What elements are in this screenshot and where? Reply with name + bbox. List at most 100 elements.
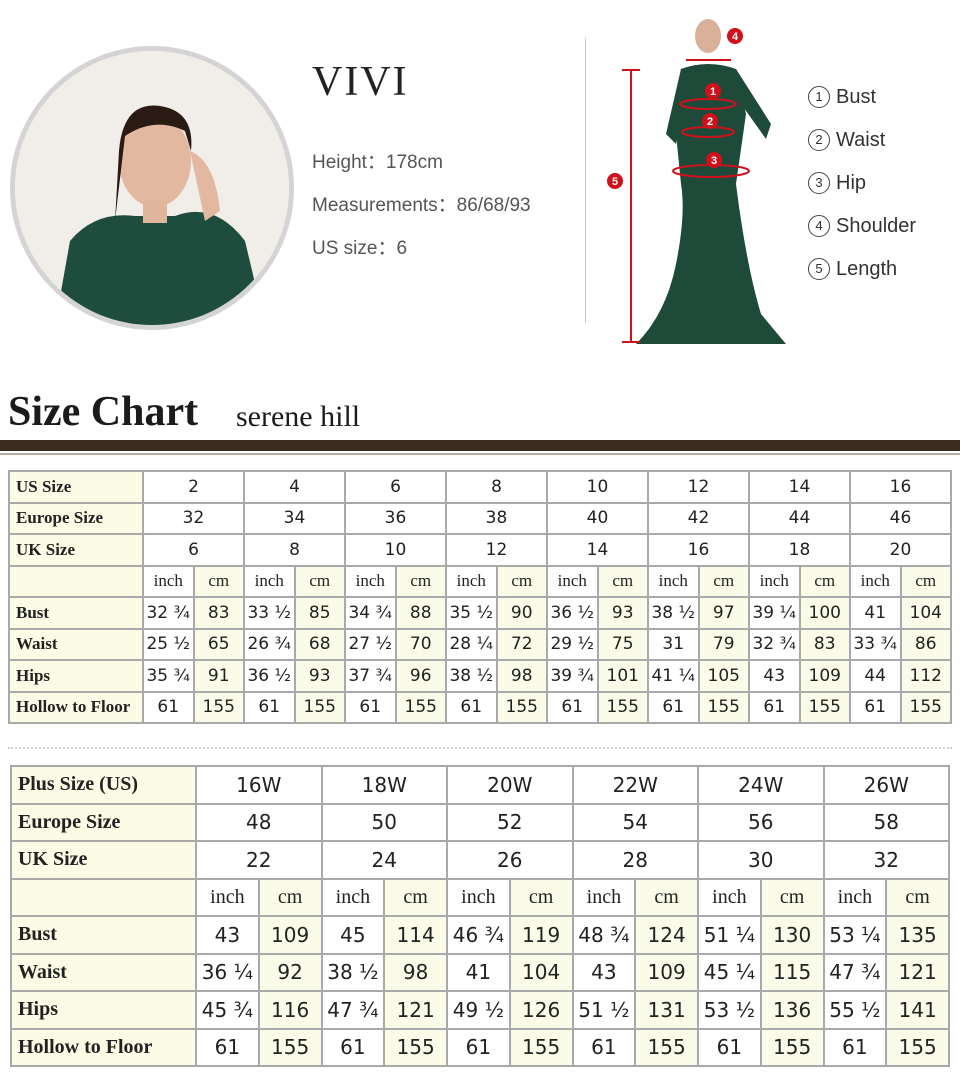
inch-value: 61 (546, 690, 599, 724)
cm-value: 68 (293, 627, 346, 661)
model-name: VIVI (312, 59, 409, 105)
cm-value: 112 (899, 659, 952, 693)
inch-value: 47 ¾ (320, 990, 386, 1030)
cm-value: 79 (697, 627, 750, 661)
size-cell: 32 (142, 501, 245, 535)
row-label: Hips (10, 990, 197, 1030)
cm-value: 131 (634, 990, 699, 1030)
cm-value: 155 (508, 1027, 574, 1067)
table-row: Waist 25 ½ 65 26 ¾ 68 27 ½ 70 28 ¼ 72 29 ½ 75 31 79 3… (8, 627, 952, 661)
legend-label: Shoulder (836, 215, 917, 237)
unit-inch: inch (849, 564, 902, 598)
inch-value: 32 ¾ (748, 627, 801, 661)
marker-1: 1 (710, 86, 716, 98)
size-cell: 42 (647, 501, 750, 535)
legend-shoulder: 4 Shoulder (808, 215, 916, 238)
table-row: Hollow to Floor 61 155 61 155 61 155 61 155 61 155… (8, 690, 952, 724)
row-label: Hollow to Floor (10, 1027, 197, 1067)
inch-value: 36 ½ (546, 596, 599, 630)
size-header-row: UK Size 22 24 26 28 30 32 (10, 840, 950, 880)
cm-value: 130 (759, 915, 825, 955)
cm-value: 101 (596, 659, 649, 693)
size-cell: 18 (748, 533, 851, 567)
row-label: Hips (8, 659, 144, 693)
unit-inch: inch (445, 564, 498, 598)
size-cell: 6 (344, 470, 447, 504)
unit-inch: inch (446, 877, 511, 917)
legend-bust: 1 Bust (808, 86, 876, 109)
inch-value: 51 ½ (571, 990, 637, 1030)
inch-value: 61 (446, 1027, 511, 1067)
inch-value: 41 ¼ (647, 659, 700, 693)
legend-hip: 3 Hip (808, 172, 866, 195)
legend-label: Bust (836, 86, 877, 108)
cm-value: 104 (508, 952, 574, 992)
inch-value: 37 ¾ (344, 659, 397, 693)
legend-number: 3 (808, 172, 830, 194)
table-row: Bust 32 ¾ 83 33 ½ 85 34 ¾ 88 35 ½ 90 36 ½ 93 38 ½ 97… (8, 596, 952, 630)
inch-value: 46 ¾ (446, 915, 511, 955)
inch-value: 61 (822, 1027, 888, 1067)
cm-value: 155 (495, 690, 548, 724)
cm-value: 98 (383, 952, 448, 992)
unit-cm: cm (495, 564, 548, 598)
row-label: Europe Size (10, 802, 197, 842)
unit-inch: inch (142, 564, 195, 598)
size-header-row: Plus Size (US) 16W 18W 20W 22W 24W 26W (10, 765, 950, 805)
inch-value: 35 ½ (445, 596, 498, 630)
cm-value: 93 (293, 659, 346, 693)
cm-value: 72 (495, 627, 548, 661)
inch-value: 39 ¼ (748, 596, 801, 630)
size-cell: 32 (822, 840, 950, 880)
row-label: US Size (8, 470, 144, 504)
cm-value: 155 (383, 1027, 448, 1067)
cm-value: 115 (759, 952, 825, 992)
cm-value: 155 (293, 690, 346, 724)
inch-value: 34 ¾ (344, 596, 397, 630)
legend-number: 4 (808, 215, 830, 237)
table-row: Hollow to Floor 61 155 61 155 61 155 61 155 61 155… (10, 1027, 950, 1067)
cm-value: 155 (394, 690, 447, 724)
inch-value: 61 (243, 690, 296, 724)
inch-value: 51 ¼ (697, 915, 762, 955)
cm-value: 114 (383, 915, 448, 955)
cm-value: 105 (697, 659, 750, 693)
inch-value: 53 ½ (697, 990, 762, 1030)
inch-value: 41 (849, 596, 902, 630)
size-cell: 8 (445, 470, 548, 504)
cm-value: 83 (798, 627, 851, 661)
size-cell: 16 (647, 533, 750, 567)
standard-size-table: US Size 2 4 6 8 10 12 14 16 Europe Size 32 34 36 38 40… (8, 470, 952, 724)
size-cell: 24 (320, 840, 448, 880)
inch-value: 55 ½ (822, 990, 888, 1030)
dotted-separator (8, 747, 952, 749)
inch-value: 27 ½ (344, 627, 397, 661)
table-row: Hips 45 ¾ 116 47 ¾ 121 49 ½ 126 51 ½ 131 53 ½ 136 5… (10, 990, 950, 1030)
size-cell: 54 (571, 802, 699, 842)
model-photo (10, 46, 294, 330)
cm-value: 135 (885, 915, 950, 955)
legend-label: Waist (836, 129, 886, 151)
inch-value: 61 (344, 690, 397, 724)
cm-value: 86 (899, 627, 952, 661)
cm-value: 141 (885, 990, 950, 1030)
unit-cm: cm (759, 877, 825, 917)
model-measurements: Measurements：86/68/93 (312, 195, 531, 216)
unit-inch: inch (344, 564, 397, 598)
marker-3-icon (706, 152, 722, 168)
row-label: UK Size (10, 840, 197, 880)
cm-value: 98 (495, 659, 548, 693)
unit-cm: cm (697, 564, 750, 598)
divider (585, 38, 586, 323)
inch-value: 45 (320, 915, 386, 955)
row-label: Bust (8, 596, 144, 630)
inch-value: 43 (571, 952, 637, 992)
legend-length: 5 Length (808, 258, 897, 281)
marker-2: 2 (707, 116, 713, 128)
marker-5-icon (607, 173, 623, 189)
inch-value: 31 (647, 627, 700, 661)
size-header-row: Europe Size 32 34 36 38 40 42 44 46 (8, 501, 952, 535)
legend-number: 1 (808, 86, 830, 108)
unit-cm: cm (383, 877, 448, 917)
